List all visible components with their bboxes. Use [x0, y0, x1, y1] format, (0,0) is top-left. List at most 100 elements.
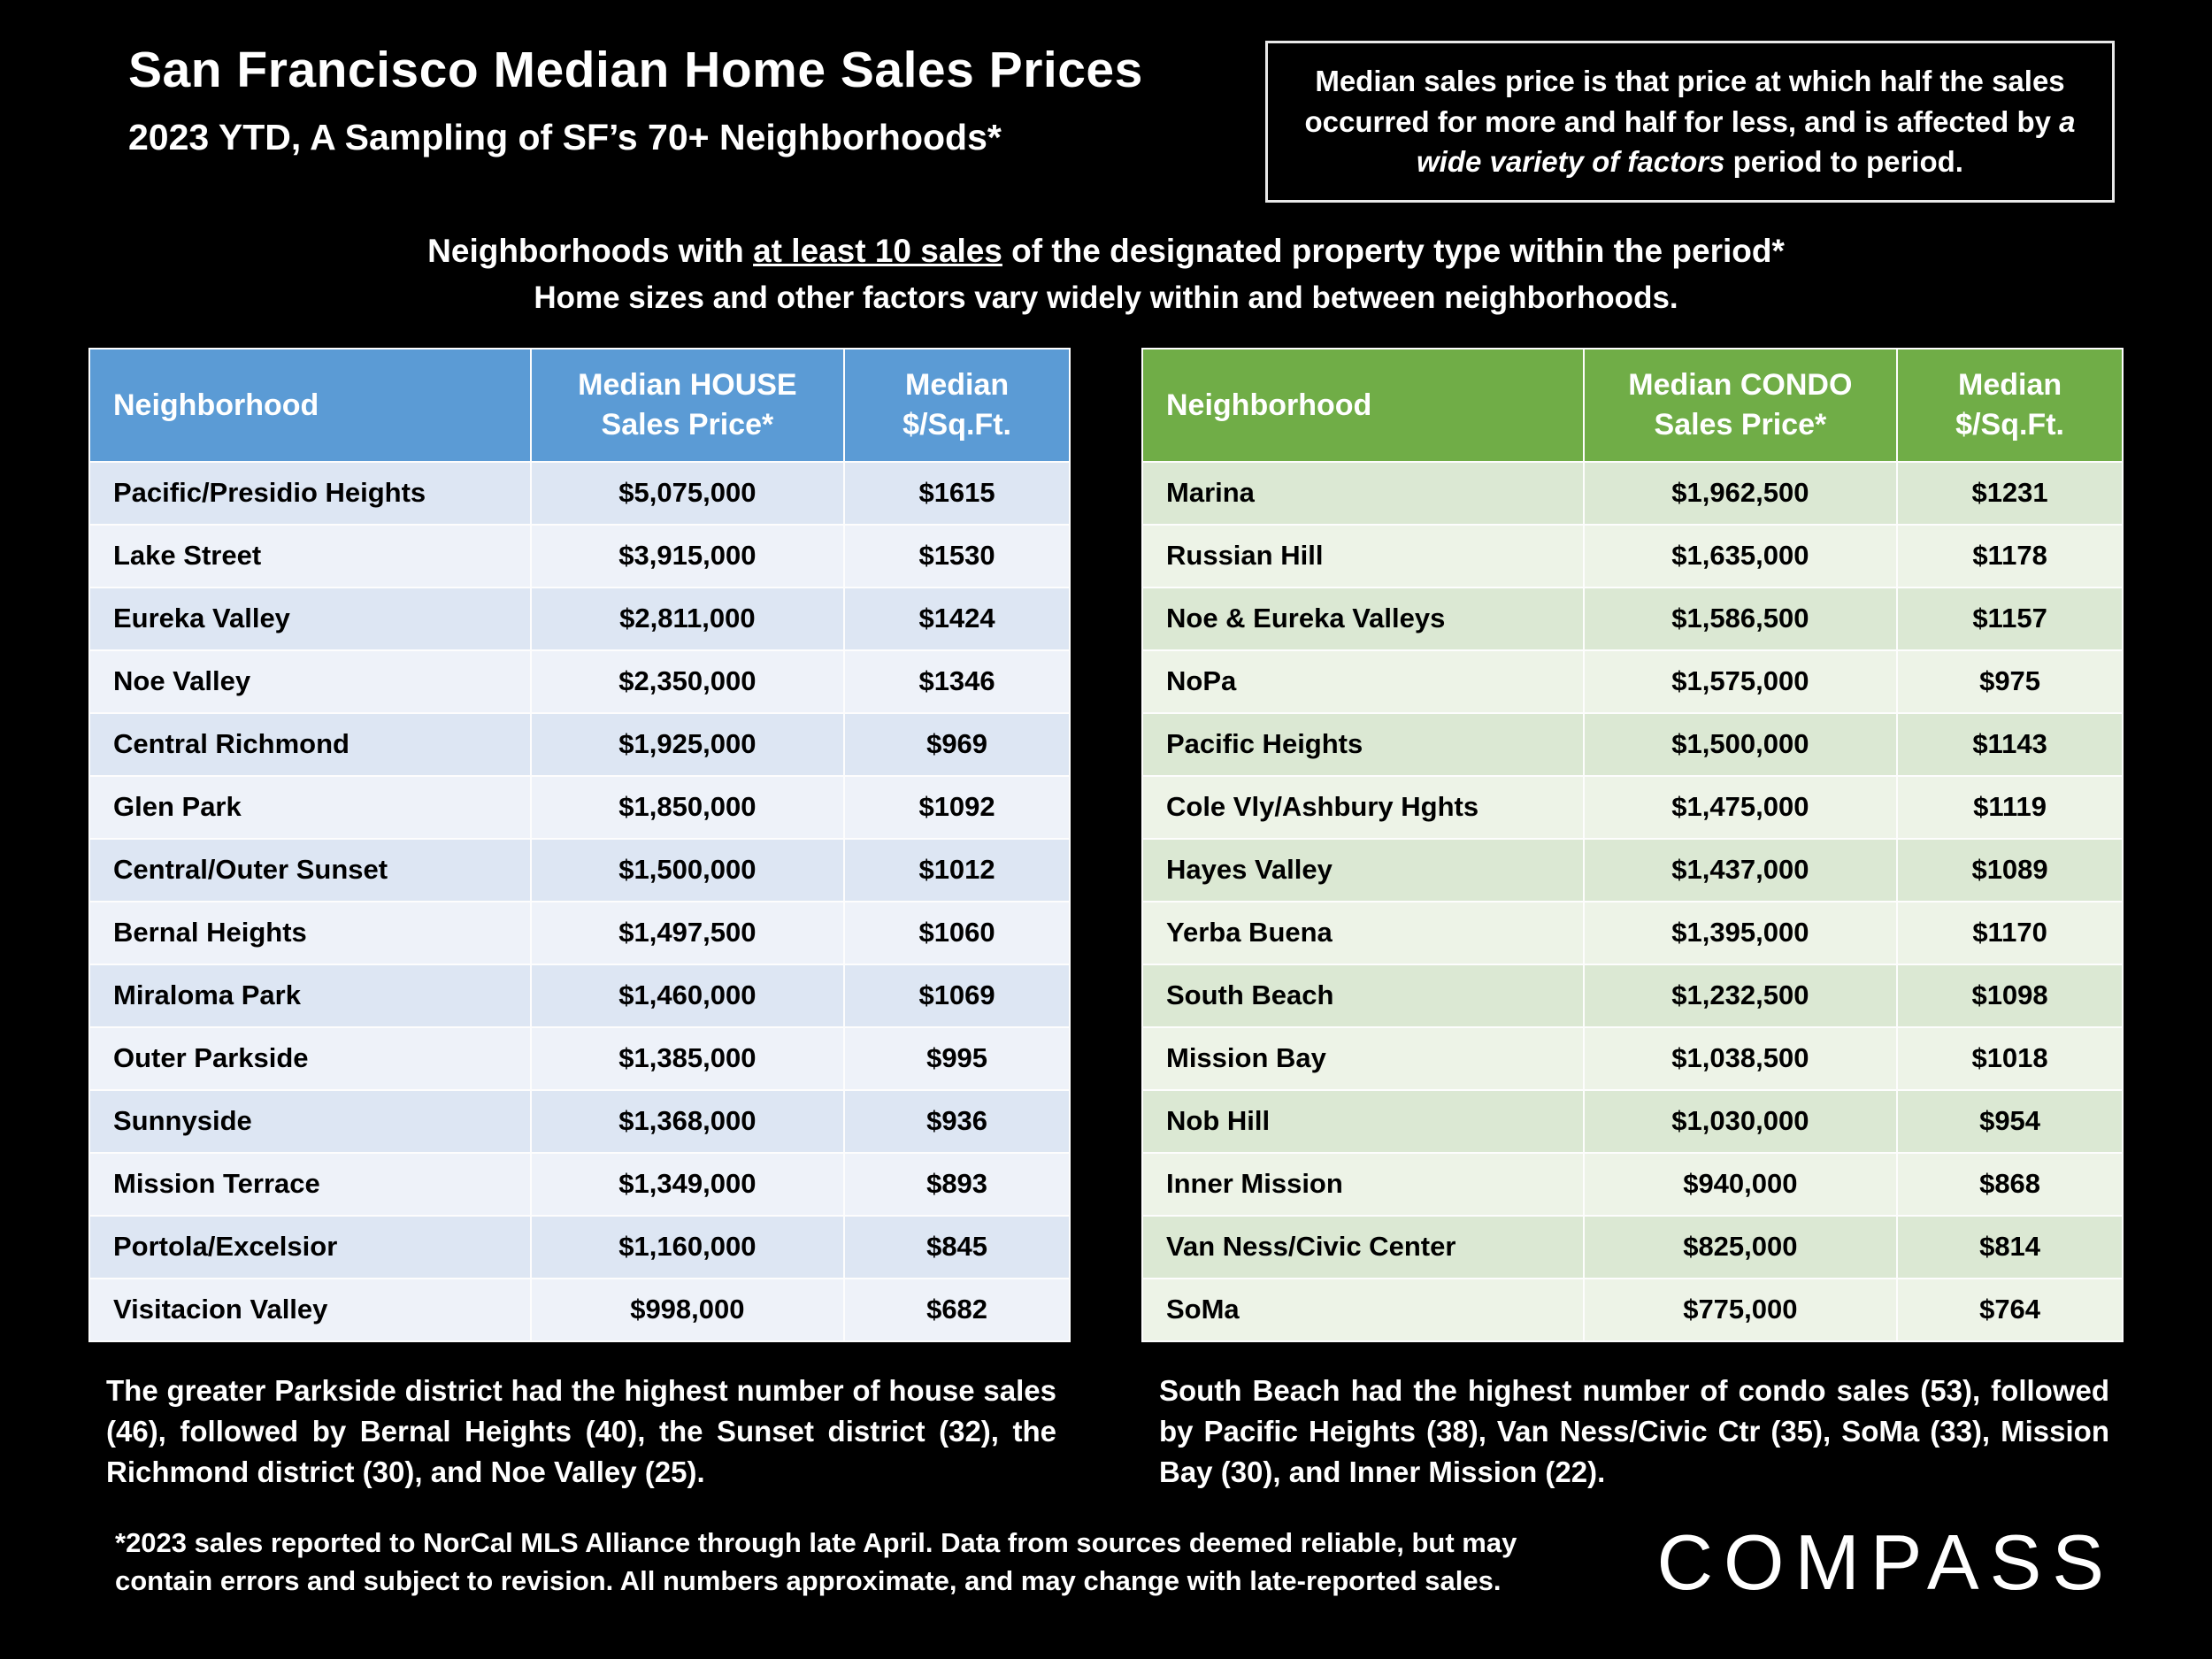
- table-row: Pacific Heights $1,500,000 $1143: [1141, 711, 2124, 777]
- notes-row: The greater Parkside district had the hi…: [0, 1363, 2212, 1501]
- neighborhood-cell: Mission Terrace: [88, 1151, 532, 1217]
- definition-text-italic: a wide variety of factors: [1417, 104, 2076, 179]
- table-row: Outer Parkside $1,385,000 $995: [88, 1025, 1071, 1091]
- page-subtitle: 2023 YTD, A Sampling of SF’s 70+ Neighbo…: [128, 117, 1002, 157]
- neighborhood-cell: Pacific Heights: [1141, 711, 1585, 777]
- definition-box: Median sales price is that price at whic…: [1265, 41, 2115, 203]
- table-row: Bernal Heights $1,497,500 $1060: [88, 900, 1071, 965]
- neighborhood-cell: Cole Vly/Ashbury Hghts: [1141, 774, 1585, 840]
- table-row: NoPa $1,575,000 $975: [1141, 649, 2124, 714]
- price-cell: $1,038,500: [1582, 1025, 1899, 1091]
- neighborhood-cell: Hayes Valley: [1141, 837, 1585, 902]
- price-cell: $2,811,000: [529, 586, 846, 651]
- neighborhood-cell: Mission Bay: [1141, 1025, 1585, 1091]
- condo-table-body: Marina $1,962,500 $1231 Russian Hill $1,635,…: [1141, 460, 2124, 1342]
- condo-col-median-price: Median CONDO Sales Price*: [1582, 347, 1899, 463]
- price-cell: $940,000: [1582, 1151, 1899, 1217]
- house-col-neighborhood: Neighborhood: [88, 347, 532, 463]
- neighborhood-cell: Russian Hill: [1141, 523, 1585, 588]
- table-row: Lake Street $3,915,000 $1530: [88, 523, 1071, 588]
- price-cell: $1,586,500: [1582, 586, 1899, 651]
- criteria-suffix: of the designated property type within t…: [1002, 232, 1785, 269]
- price-per-sqft-cell: $893: [843, 1151, 1071, 1217]
- price-per-sqft-cell: $814: [1896, 1214, 2124, 1279]
- price-cell: $1,962,500: [1582, 460, 1899, 526]
- price-per-sqft-cell: $1092: [843, 774, 1071, 840]
- price-per-sqft-cell: $1143: [1896, 711, 2124, 777]
- table-row: Mission Bay $1,038,500 $1018: [1141, 1025, 2124, 1091]
- price-cell: $1,030,000: [1582, 1088, 1899, 1154]
- neighborhood-cell: Sunnyside: [88, 1088, 532, 1154]
- table-row: South Beach $1,232,500 $1098: [1141, 963, 2124, 1028]
- table-row: Sunnyside $1,368,000 $936: [88, 1088, 1071, 1154]
- price-per-sqft-cell: $936: [843, 1088, 1071, 1154]
- table-row: Glen Park $1,850,000 $1092: [88, 774, 1071, 840]
- price-per-sqft-cell: $1424: [843, 586, 1071, 651]
- price-per-sqft-cell: $764: [1896, 1277, 2124, 1342]
- neighborhood-cell: Noe & Eureka Valleys: [1141, 586, 1585, 651]
- footnote: *2023 sales reported to NorCal MLS Allia…: [115, 1527, 1517, 1597]
- price-cell: $1,575,000: [1582, 649, 1899, 714]
- house-header-row: Neighborhood Median HOUSE Sales Price* M…: [88, 347, 1071, 463]
- price-per-sqft-cell: $1069: [843, 963, 1071, 1028]
- table-row: Miraloma Park $1,460,000 $1069: [88, 963, 1071, 1028]
- table-row: Inner Mission $940,000 $868: [1141, 1151, 2124, 1217]
- price-per-sqft-cell: $1530: [843, 523, 1071, 588]
- criteria-line2: Home sizes and other factors vary widely…: [534, 280, 1678, 315]
- price-per-sqft-cell: $1018: [1896, 1025, 2124, 1091]
- page-title: San Francisco Median Home Sales Prices: [128, 42, 1143, 98]
- price-cell: $998,000: [529, 1277, 846, 1342]
- price-per-sqft-cell: $1012: [843, 837, 1071, 902]
- price-per-sqft-cell: $1119: [1896, 774, 2124, 840]
- header: San Francisco Median Home Sales Prices 2…: [0, 0, 2212, 203]
- table-row: Van Ness/Civic Center $825,000 $814: [1141, 1214, 2124, 1279]
- price-cell: $1,160,000: [529, 1214, 846, 1279]
- criteria-line1: Neighborhoods with at least 10 sales of …: [0, 233, 2212, 270]
- table-row: Noe & Eureka Valleys $1,586,500 $1157: [1141, 586, 2124, 651]
- price-per-sqft-cell: $995: [843, 1025, 1071, 1091]
- title-block: San Francisco Median Home Sales Prices 2…: [128, 41, 1143, 158]
- neighborhood-cell: Outer Parkside: [88, 1025, 532, 1091]
- definition-text-part1: Median sales price is that price at whic…: [1304, 65, 2065, 138]
- neighborhood-cell: Portola/Excelsior: [88, 1214, 532, 1279]
- price-cell: $1,460,000: [529, 963, 846, 1028]
- condo-header-row: Neighborhood Median CONDO Sales Price* M…: [1141, 347, 2124, 463]
- price-cell: $1,395,000: [1582, 900, 1899, 965]
- price-cell: $1,232,500: [1582, 963, 1899, 1028]
- table-row: Noe Valley $2,350,000 $1346: [88, 649, 1071, 714]
- price-per-sqft-cell: $1089: [1896, 837, 2124, 902]
- footer: *2023 sales reported to NorCal MLS Allia…: [0, 1500, 2212, 1608]
- house-table: Neighborhood Median HOUSE Sales Price* M…: [88, 347, 1071, 1342]
- condo-table: Neighborhood Median CONDO Sales Price* M…: [1141, 347, 2124, 1342]
- price-per-sqft-cell: $1170: [1896, 900, 2124, 965]
- price-per-sqft-cell: $868: [1896, 1151, 2124, 1217]
- price-cell: $2,350,000: [529, 649, 846, 714]
- neighborhood-cell: South Beach: [1141, 963, 1585, 1028]
- table-row: Central Richmond $1,925,000 $969: [88, 711, 1071, 777]
- price-cell: $5,075,000: [529, 460, 846, 526]
- table-row: Russian Hill $1,635,000 $1178: [1141, 523, 2124, 588]
- neighborhood-cell: Bernal Heights: [88, 900, 532, 965]
- table-row: Yerba Buena $1,395,000 $1170: [1141, 900, 2124, 965]
- price-per-sqft-cell: $845: [843, 1214, 1071, 1279]
- price-per-sqft-cell: $682: [843, 1277, 1071, 1342]
- compass-logo: COMPASS: [1656, 1518, 2115, 1607]
- neighborhood-cell: SoMa: [1141, 1277, 1585, 1342]
- neighborhood-cell: Van Ness/Civic Center: [1141, 1214, 1585, 1279]
- price-cell: $3,915,000: [529, 523, 846, 588]
- table-row: Eureka Valley $2,811,000 $1424: [88, 586, 1071, 651]
- house-table-header: Neighborhood Median HOUSE Sales Price* M…: [88, 347, 1071, 463]
- price-cell: $1,497,500: [529, 900, 846, 965]
- table-row: Pacific/Presidio Heights $5,075,000 $1615: [88, 460, 1071, 526]
- price-cell: $1,500,000: [529, 837, 846, 902]
- price-per-sqft-cell: $954: [1896, 1088, 2124, 1154]
- house-sales-note: The greater Parkside district had the hi…: [88, 1363, 1071, 1501]
- price-cell: $1,475,000: [1582, 774, 1899, 840]
- price-cell: $775,000: [1582, 1277, 1899, 1342]
- price-per-sqft-cell: $975: [1896, 649, 2124, 714]
- table-row: Cole Vly/Ashbury Hghts $1,475,000 $1119: [1141, 774, 2124, 840]
- price-per-sqft-cell: $1060: [843, 900, 1071, 965]
- neighborhood-cell: Central/Outer Sunset: [88, 837, 532, 902]
- neighborhood-cell: Visitacion Valley: [88, 1277, 532, 1342]
